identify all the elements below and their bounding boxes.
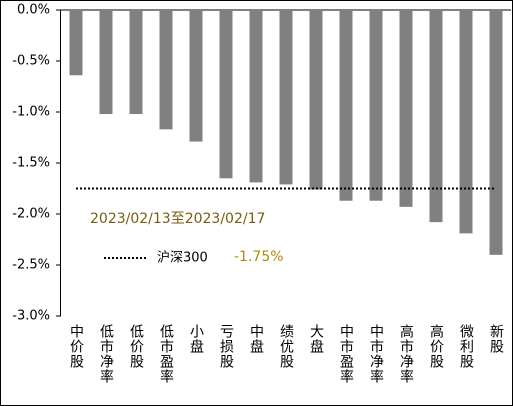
bar [99, 10, 113, 115]
y-tick-label: -3.0% [12, 309, 50, 324]
bar [279, 10, 293, 185]
bar [69, 10, 83, 76]
y-tick-label: -1.5% [12, 156, 50, 171]
bar [309, 10, 323, 190]
y-tick-label: 0.0% [17, 3, 50, 18]
annotation: 2023/02/13至2023/02/17 [90, 211, 265, 227]
x-tick-label: 小盘 [188, 324, 204, 354]
x-tick-label: 低市盈率 [158, 324, 174, 384]
x-tick-label: 低市净率 [98, 324, 114, 384]
x-tick-label: 中盘 [248, 324, 264, 354]
bar [189, 10, 203, 142]
bar [159, 10, 173, 130]
reference-label: -1.75% [234, 249, 284, 265]
bar [459, 10, 473, 234]
bar [429, 10, 443, 223]
x-tick-label: 新股 [488, 324, 504, 354]
x-tick-label: 微利股 [458, 324, 474, 369]
legend-label: 沪深300 [157, 250, 208, 266]
x-tick-label: 大盘 [308, 324, 324, 354]
x-tick-label: 高市净率 [398, 323, 414, 384]
x-tick-label: 低价股 [128, 324, 144, 369]
bar [129, 10, 143, 115]
y-tick-label: -2.5% [12, 258, 50, 273]
bar [369, 10, 383, 201]
x-tick-label: 中市盈率 [338, 324, 354, 384]
bar [249, 10, 263, 183]
bar [399, 10, 413, 207]
x-tick-label: 中市净率 [368, 324, 384, 384]
y-tick-label: -0.5% [12, 54, 50, 69]
bar [489, 10, 503, 255]
y-tick-label: -1.0% [12, 105, 50, 120]
y-tick-label: -2.0% [12, 207, 50, 222]
x-tick-label: 中价股 [68, 324, 84, 369]
bar [339, 10, 353, 201]
bar [219, 10, 233, 179]
x-tick-label: 亏损股 [218, 324, 234, 369]
x-tick-label: 高价股 [428, 323, 444, 369]
x-tick-label: 绩优股 [278, 324, 294, 369]
